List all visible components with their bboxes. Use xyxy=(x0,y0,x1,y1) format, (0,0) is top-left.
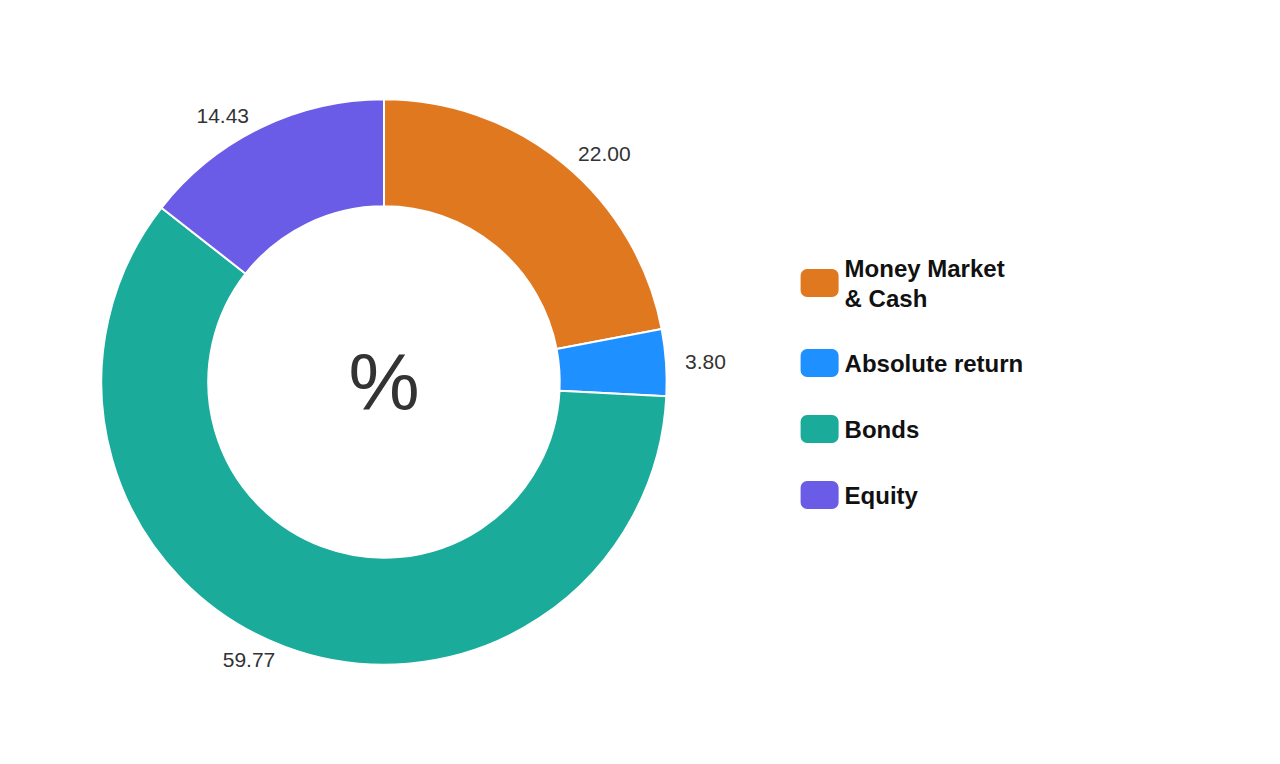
svg-text:Equity: Equity xyxy=(845,482,919,509)
svg-text:%: % xyxy=(348,338,419,427)
svg-text:3.80: 3.80 xyxy=(685,350,726,373)
svg-text:& Cash: & Cash xyxy=(845,285,928,312)
svg-text:Money Market: Money Market xyxy=(845,255,1005,282)
svg-text:14.43: 14.43 xyxy=(197,104,250,127)
svg-text:Absolute return: Absolute return xyxy=(845,350,1024,377)
svg-text:22.00: 22.00 xyxy=(578,142,631,165)
svg-text:Bonds: Bonds xyxy=(845,416,920,443)
svg-text:59.77: 59.77 xyxy=(223,648,276,671)
